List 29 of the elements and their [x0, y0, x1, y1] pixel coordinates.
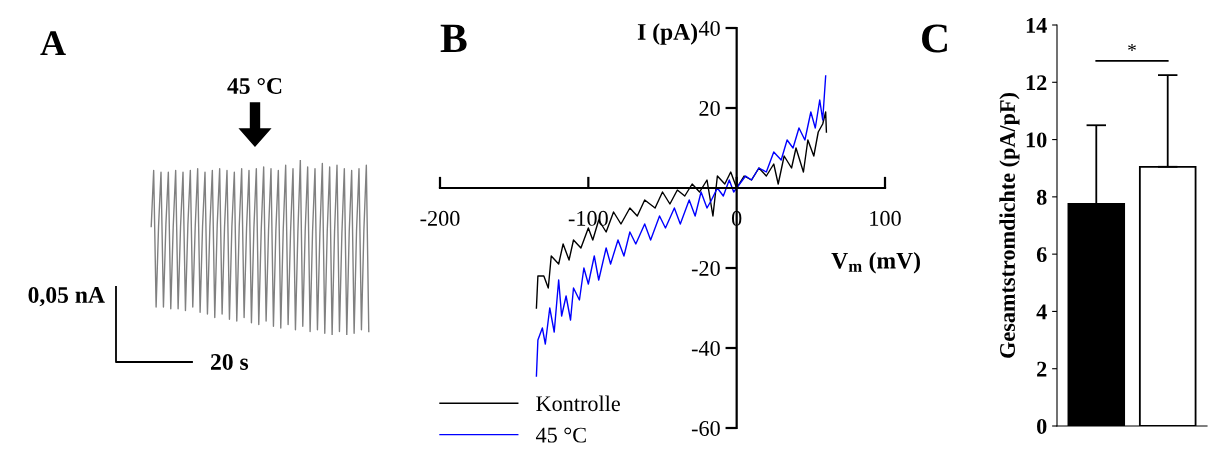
y-tick-label: -60 [691, 420, 720, 436]
text: 45 °C [227, 77, 282, 94]
x-axis-title: V$_{m}$ (mV) [831, 252, 920, 274]
y-tick-label: 8 [1036, 189, 1047, 205]
chart-title: B [440, 24, 467, 53]
y-tick-label: 40 [698, 20, 720, 36]
y-tick-label: 2 [1037, 361, 1047, 377]
chart-title: A [40, 31, 66, 55]
legend-label: 45 °C [535, 427, 586, 443]
annotation: * [1128, 43, 1136, 52]
y-tick-label: -40 [691, 340, 720, 356]
text: 20 s [210, 353, 249, 370]
text: 0,05 nA [28, 286, 105, 307]
line-series [535, 75, 827, 377]
y-tick-label: 4 [1036, 304, 1047, 320]
chart-title: C [922, 24, 947, 53]
y-tick-label: -20 [691, 260, 720, 276]
y-tick-label: 14 [1026, 18, 1047, 33]
x-tick-label: -200 [420, 210, 460, 226]
y-tick-label: 10 [1026, 132, 1047, 148]
x-tick-label: 100 [870, 210, 901, 226]
y-tick-label: 20 [699, 100, 720, 116]
legend-label: Kontrolle [536, 395, 620, 412]
y-tick-label: 12 [1026, 75, 1047, 90]
y-tick-label: 6 [1036, 247, 1047, 263]
y-axis-title: I (pA) [637, 23, 698, 45]
x-tick-label: -100 [568, 210, 608, 226]
y-axis-title: Gesamtstromdichte (pA/pF) [999, 93, 1020, 358]
y-tick-label: 0 [1037, 418, 1047, 434]
